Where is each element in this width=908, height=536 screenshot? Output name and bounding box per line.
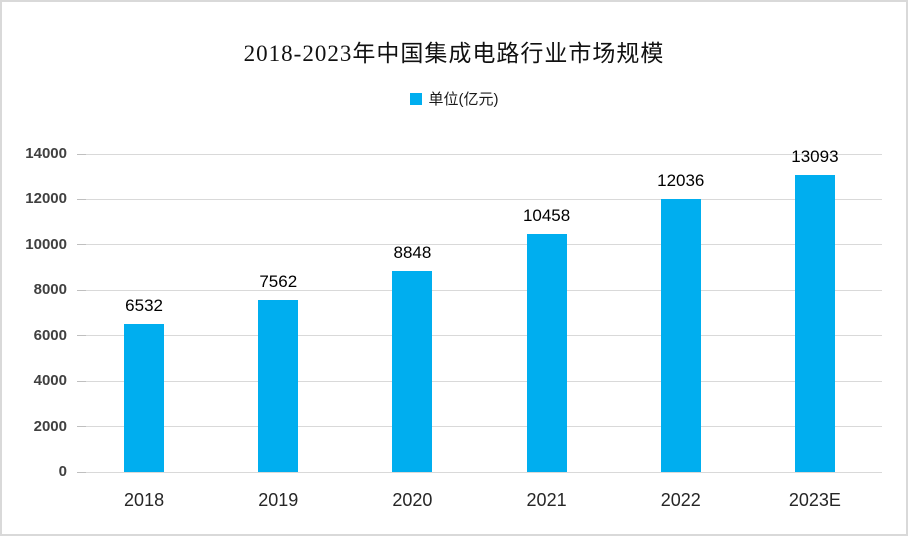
gridline bbox=[77, 380, 882, 382]
bar-value-label: 13093 bbox=[791, 146, 839, 166]
gridline bbox=[77, 153, 882, 155]
bar bbox=[794, 174, 835, 472]
gridline bbox=[77, 289, 882, 291]
bar bbox=[258, 300, 299, 472]
legend-marker-icon bbox=[409, 92, 422, 105]
chart-title: 2018-2023年中国集成电路行业市场规模 bbox=[243, 41, 665, 66]
y-axis-label: 6000 bbox=[33, 326, 67, 344]
x-axis-label: 2023E bbox=[788, 490, 841, 510]
x-axis-label: 2019 bbox=[258, 490, 299, 510]
x-axis-label: 2022 bbox=[660, 490, 701, 510]
gridline bbox=[77, 426, 882, 428]
y-axis-label: 10000 bbox=[25, 235, 67, 253]
y-axis-tick bbox=[77, 380, 86, 382]
gridline bbox=[77, 471, 882, 473]
y-axis-tick bbox=[77, 471, 86, 473]
bar-value-label: 12036 bbox=[657, 170, 705, 190]
bar bbox=[660, 198, 701, 472]
y-axis-label: 4000 bbox=[33, 372, 67, 390]
y-axis-label: 14000 bbox=[25, 145, 67, 162]
y-axis-label: 8000 bbox=[33, 281, 67, 299]
bar bbox=[526, 234, 567, 472]
bar-value-label: 10458 bbox=[522, 206, 571, 226]
y-axis-tick bbox=[77, 426, 86, 428]
y-axis-label: 12000 bbox=[25, 190, 67, 208]
x-axis-label: 2018 bbox=[124, 490, 165, 510]
y-axis-tick bbox=[77, 244, 86, 246]
legend: 单位(亿元) bbox=[2, 88, 906, 109]
bar bbox=[392, 271, 433, 472]
x-axis-label: 2021 bbox=[526, 490, 567, 510]
y-axis-tick bbox=[77, 289, 86, 291]
x-axis-label: 2020 bbox=[392, 490, 433, 510]
legend-label: 单位(亿元) bbox=[428, 91, 499, 108]
gridline bbox=[77, 335, 882, 337]
y-axis-label: 2000 bbox=[33, 417, 67, 435]
bar-value-label: 8848 bbox=[393, 243, 432, 263]
gridline bbox=[77, 244, 882, 246]
y-axis-tick bbox=[77, 153, 86, 155]
y-axis-tick bbox=[77, 198, 86, 200]
bar bbox=[124, 323, 165, 472]
bar-value-label: 6532 bbox=[125, 295, 163, 315]
bar-value-label: 7562 bbox=[259, 272, 298, 292]
gridline bbox=[77, 198, 882, 200]
y-axis-tick bbox=[77, 335, 86, 337]
y-axis-label: 0 bbox=[58, 463, 67, 480]
plot-area: 0 2000 4000 6000 8000 10000 12000 14000 6532 2018… bbox=[25, 145, 882, 510]
